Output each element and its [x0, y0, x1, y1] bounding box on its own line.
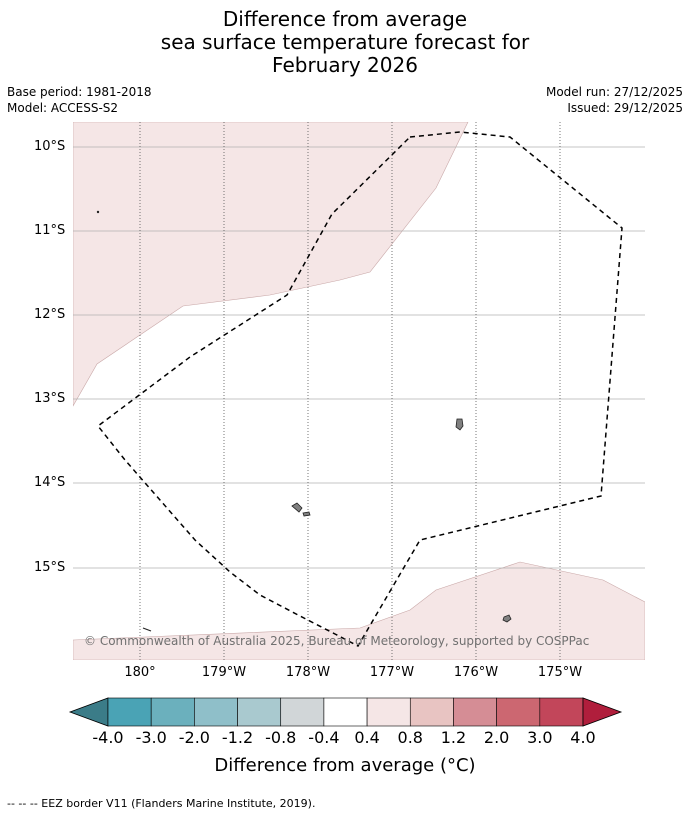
- copyright-notice: © Commonwealth of Australia 2025, Bureau…: [84, 634, 590, 648]
- colorbar-extend-low: [68, 697, 109, 727]
- colorbar-tick-label: -0.8: [265, 728, 297, 747]
- colorbar-tick-label: 1.2: [440, 728, 467, 747]
- model-run: Model run: 27/12/2025: [545, 85, 683, 99]
- colorbar-box: [366, 697, 411, 727]
- colorbar-title: Difference from average (°C): [214, 755, 476, 776]
- colorbar: [68, 697, 623, 727]
- anomaly-region-north: [73, 122, 469, 407]
- lon-label-180: 180°: [124, 665, 156, 680]
- lon-label-176w: 176°W: [453, 665, 499, 680]
- title-line-3: February 2026: [272, 53, 418, 77]
- colorbar-box: [237, 697, 282, 727]
- anomaly-region-south: [73, 561, 645, 660]
- colorbar-tick-label: -0.4: [308, 728, 340, 747]
- colorbar-tick-label: -2.0: [178, 728, 210, 747]
- island-central-small: [302, 511, 311, 517]
- colorbar-box: [107, 697, 152, 727]
- title-line-1: Difference from average: [222, 7, 468, 31]
- meta-left: Base period: 1981-2018 Model: ACCESS-S2: [7, 84, 152, 116]
- colorbar-box: [150, 697, 195, 727]
- lat-gridlines: [73, 146, 645, 569]
- island-southwest: [142, 627, 152, 632]
- island-northwest: [96, 210, 100, 214]
- lat-label-10s: 10°S: [34, 139, 66, 154]
- colorbar-box: [280, 697, 325, 727]
- lon-label-175w: 175°W: [537, 665, 583, 680]
- lon-label-177w: 177°W: [369, 665, 415, 680]
- eez-border: [96, 131, 623, 647]
- colorbar-tick-label: -3.0: [135, 728, 167, 747]
- colorbar-extend-high: [582, 697, 623, 727]
- island-south: [502, 614, 512, 623]
- colorbar-box: [496, 697, 541, 727]
- colorbar-tick-label: 2.0: [483, 728, 510, 747]
- title-line-2: sea surface temperature forecast for: [160, 30, 530, 54]
- colorbar-box: [194, 697, 238, 727]
- lat-label-12s: 12°S: [34, 307, 66, 322]
- meta-right: Model run: 27/12/2025 Issued: 29/12/2025: [546, 84, 683, 116]
- colorbar-tick-label: -4.0: [92, 728, 124, 747]
- chart-title: Difference from average sea surface temp…: [0, 8, 690, 77]
- colorbar-box: [409, 697, 454, 727]
- base-period: Base period: 1981-2018: [7, 85, 152, 99]
- island-central: [291, 502, 303, 513]
- lat-label-11s: 11°S: [34, 223, 66, 238]
- colorbar-tick-label: 0.4: [354, 728, 380, 747]
- lat-label-15s: 15°S: [34, 560, 66, 575]
- colorbar-tick-label: -1.2: [221, 728, 254, 747]
- colorbar-tick-label: 3.0: [527, 728, 553, 747]
- model-name: Model: ACCESS-S2: [7, 101, 119, 115]
- map-area: [73, 122, 645, 660]
- colorbar-tick-label: 0.8: [397, 728, 423, 747]
- footer-eez-note: -- -- -- EEZ border V11 (Flanders Marine…: [7, 797, 316, 810]
- lon-label-179w: 179°W: [201, 665, 247, 680]
- colorbar-box: [323, 697, 368, 727]
- lat-label-14s: 14°S: [34, 475, 66, 490]
- issued-date: Issued: 29/12/2025: [567, 101, 683, 115]
- colorbar-tick-label: 4.0: [570, 728, 596, 747]
- island-east: [455, 418, 464, 431]
- colorbar-box: [539, 697, 584, 727]
- lat-label-13s: 13°S: [34, 391, 66, 406]
- colorbar-box: [453, 697, 497, 727]
- lon-label-178w: 178°W: [285, 665, 331, 680]
